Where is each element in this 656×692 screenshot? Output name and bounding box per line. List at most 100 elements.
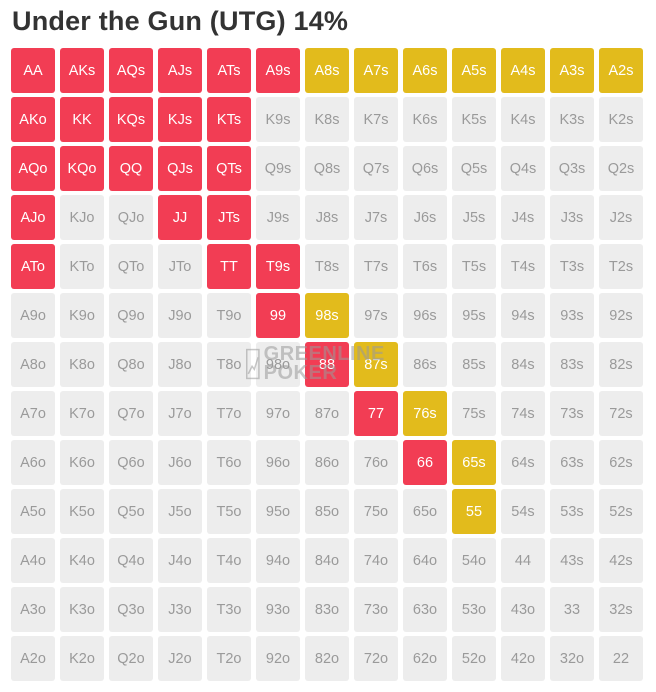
hand-cell-j5s: J5s [452,195,496,240]
hand-cell-kto: KTo [60,244,104,289]
hand-cell-kqo: KQo [60,146,104,191]
hand-cell-t5s: T5s [452,244,496,289]
hand-cell-jto: JTo [158,244,202,289]
hand-cell-88: 88 [305,342,349,387]
hand-cell-98o: 98o [256,342,300,387]
hand-cell-a9o: A9o [11,293,55,338]
hand-cell-aa: AA [11,48,55,93]
hand-cell-a5s: A5s [452,48,496,93]
hand-cell-a2s: A2s [599,48,643,93]
hand-cell-j3o: J3o [158,587,202,632]
hand-cell-aqs: AQs [109,48,153,93]
hand-cell-k5s: K5s [452,97,496,142]
hand-cell-93s: 93s [550,293,594,338]
hand-cell-t7o: T7o [207,391,251,436]
hand-cell-97o: 97o [256,391,300,436]
hand-cell-93o: 93o [256,587,300,632]
hand-cell-96o: 96o [256,440,300,485]
hand-cell-k3o: K3o [60,587,104,632]
hand-cell-j4o: J4o [158,538,202,583]
hand-cell-t4o: T4o [207,538,251,583]
hand-cell-43o: 43o [501,587,545,632]
hand-cell-t3s: T3s [550,244,594,289]
hand-cell-j4s: J4s [501,195,545,240]
hand-cell-73s: 73s [550,391,594,436]
hand-cell-ajs: AJs [158,48,202,93]
hand-cell-k7o: K7o [60,391,104,436]
hand-cell-87o: 87o [305,391,349,436]
hand-cell-j9o: J9o [158,293,202,338]
hand-cell-a7s: A7s [354,48,398,93]
hand-cell-q9o: Q9o [109,293,153,338]
hand-cell-t3o: T3o [207,587,251,632]
hand-cell-a6o: A6o [11,440,55,485]
hand-cell-96s: 96s [403,293,447,338]
hand-cell-a3s: A3s [550,48,594,93]
hand-cell-j7o: J7o [158,391,202,436]
hand-cell-q3s: Q3s [550,146,594,191]
hand-cell-t9s: T9s [256,244,300,289]
hand-cell-k9o: K9o [60,293,104,338]
hand-cell-64s: 64s [501,440,545,485]
hand-cell-82o: 82o [305,636,349,681]
hand-cell-k2s: K2s [599,97,643,142]
hand-cell-jts: JTs [207,195,251,240]
hand-cell-a9s: A9s [256,48,300,93]
hand-cell-84o: 84o [305,538,349,583]
hand-cell-ajo: AJo [11,195,55,240]
hand-cell-63s: 63s [550,440,594,485]
hand-cell-77: 77 [354,391,398,436]
hand-cell-t6s: T6s [403,244,447,289]
hand-cell-j7s: J7s [354,195,398,240]
hand-cell-j5o: J5o [158,489,202,534]
hand-cell-ako: AKo [11,97,55,142]
hand-cell-75s: 75s [452,391,496,436]
hand-cell-33: 33 [550,587,594,632]
hand-cell-j8s: J8s [305,195,349,240]
hand-cell-t7s: T7s [354,244,398,289]
chart-title: Under the Gun (UTG) 14% [12,6,349,36]
hand-cell-65o: 65o [403,489,447,534]
hand-cell-t2s: T2s [599,244,643,289]
hand-cell-a7o: A7o [11,391,55,436]
hand-cell-q3o: Q3o [109,587,153,632]
hand-cell-a8o: A8o [11,342,55,387]
hand-cell-95o: 95o [256,489,300,534]
hand-cell-q8s: Q8s [305,146,349,191]
hand-cell-tt: TT [207,244,251,289]
hand-cell-32o: 32o [550,636,594,681]
hand-cell-86o: 86o [305,440,349,485]
hand-cell-66: 66 [403,440,447,485]
hand-cell-a4o: A4o [11,538,55,583]
hand-cell-54o: 54o [452,538,496,583]
hand-cell-92s: 92s [599,293,643,338]
hand-cell-aqo: AQo [11,146,55,191]
hand-cell-53o: 53o [452,587,496,632]
hand-cell-q2s: Q2s [599,146,643,191]
hand-cell-97s: 97s [354,293,398,338]
hand-cell-t8s: T8s [305,244,349,289]
hand-cell-k9s: K9s [256,97,300,142]
hand-cell-kk: KK [60,97,104,142]
hand-cell-85s: 85s [452,342,496,387]
hand-cell-kjs: KJs [158,97,202,142]
hand-cell-75o: 75o [354,489,398,534]
hand-cell-94o: 94o [256,538,300,583]
hand-cell-62o: 62o [403,636,447,681]
hand-cell-t9o: T9o [207,293,251,338]
hand-cell-44: 44 [501,538,545,583]
hand-cell-76o: 76o [354,440,398,485]
hand-cell-j2s: J2s [599,195,643,240]
hand-cell-kjo: KJo [60,195,104,240]
hand-cell-t2o: T2o [207,636,251,681]
hand-cell-98s: 98s [305,293,349,338]
hand-cell-q8o: Q8o [109,342,153,387]
hand-cell-83o: 83o [305,587,349,632]
hand-cell-t6o: T6o [207,440,251,485]
hand-cell-aks: AKs [60,48,104,93]
hand-cell-43s: 43s [550,538,594,583]
hand-cell-j3s: J3s [550,195,594,240]
hand-cell-qjo: QJo [109,195,153,240]
hand-cell-qjs: QJs [158,146,202,191]
hand-cell-54s: 54s [501,489,545,534]
